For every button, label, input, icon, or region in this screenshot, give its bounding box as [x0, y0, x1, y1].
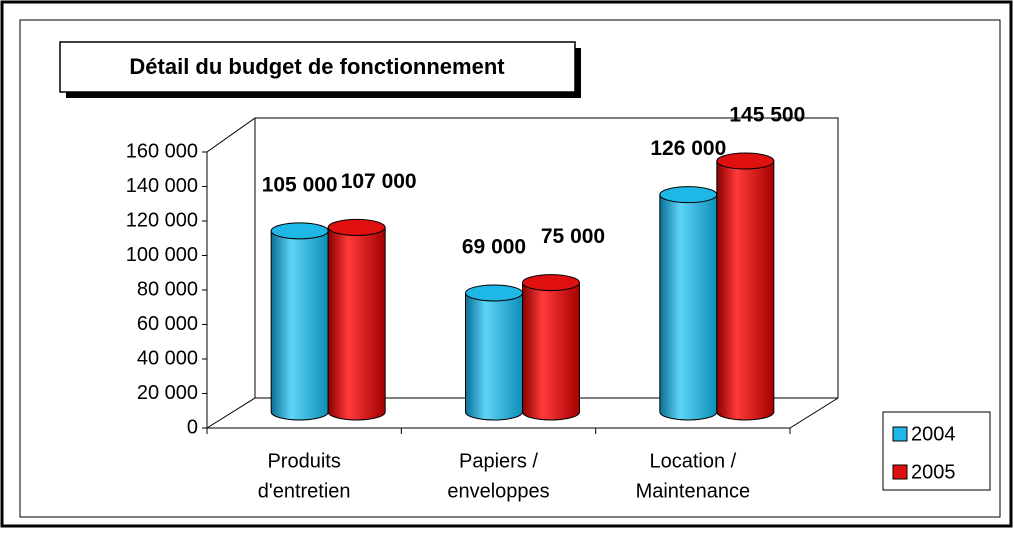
x-tick-label: Location / — [649, 450, 736, 472]
legend-label: 2004 — [911, 423, 956, 445]
bar-top — [270, 222, 329, 240]
x-tick-label: Maintenance — [636, 480, 751, 502]
x-tick-label: enveloppes — [447, 480, 549, 502]
value-label: 126 000 — [650, 137, 726, 160]
y-tick-label: 120 000 — [126, 209, 198, 231]
value-label: 145 500 — [729, 104, 805, 127]
bar-top — [716, 152, 775, 170]
value-label: 69 000 — [462, 236, 526, 259]
y-tick-label: 100 000 — [126, 244, 198, 266]
bar-top — [465, 284, 523, 302]
x-tick-label: d'entretien — [258, 480, 351, 502]
legend-swatch — [892, 464, 908, 480]
legend-label: 2005 — [911, 461, 956, 483]
y-tick-label: 140 000 — [126, 175, 198, 197]
y-tick-label: 0 — [187, 416, 198, 438]
y-tick-label: 160 000 — [126, 140, 198, 162]
y-tick-label: 80 000 — [137, 278, 198, 300]
bar — [465, 292, 523, 421]
legend-swatch — [892, 426, 908, 442]
y-tick-label: 40 000 — [137, 347, 198, 369]
y-tick-label: 60 000 — [137, 313, 198, 335]
bar — [270, 230, 329, 421]
value-label: 107 000 — [341, 170, 417, 193]
bar — [659, 194, 718, 421]
bar — [522, 282, 580, 421]
bar-top — [522, 274, 580, 292]
chart-title: Détail du budget de fonctionnement — [129, 54, 505, 79]
y-tick-label: 20 000 — [137, 382, 198, 404]
inner-frame — [19, 19, 1001, 518]
value-label: 75 000 — [541, 225, 605, 248]
x-tick-label: Papiers / — [459, 450, 538, 472]
value-label: 105 000 — [262, 173, 338, 196]
bar — [327, 226, 386, 421]
x-tick-label: Produits — [267, 450, 340, 472]
bar-top — [327, 218, 386, 236]
title-box — [59, 41, 576, 93]
bar — [716, 160, 775, 421]
bar-top — [659, 186, 718, 204]
